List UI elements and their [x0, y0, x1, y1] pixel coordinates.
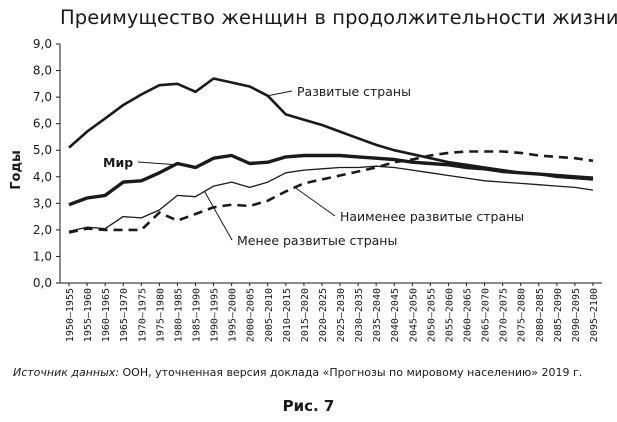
y-tick-label: 9,0	[33, 37, 52, 51]
chart-title: Преимущество женщин в продолжительности …	[60, 6, 617, 29]
series-label-leader	[137, 161, 187, 166]
x-tick-label: 2020–2025	[318, 288, 329, 342]
series-label-leader	[267, 90, 293, 97]
source-note: Источник данных: ООН, уточненная версия …	[13, 366, 582, 379]
y-tick-label: 3,0	[33, 196, 52, 210]
figure-caption: Рис. 7	[282, 397, 335, 415]
x-tick-label: 1995–2000	[228, 288, 239, 342]
y-tick-labels: 0,0 1,0 2,0 3,0 4,0 5,0 6,0 7,0 8,0 9,0	[33, 37, 60, 290]
x-tick-label: 1970–1975	[137, 288, 148, 342]
x-tick-label: 2060–2065	[463, 288, 474, 342]
x-tick-label: 2050–2055	[426, 288, 437, 342]
series-label-leader	[204, 191, 233, 241]
x-tick-label: 2040–2045	[390, 288, 401, 342]
series-line-3	[68, 165, 594, 232]
x-tick-label: 2000–2005	[246, 288, 257, 342]
series-label: Мир	[103, 155, 133, 170]
x-tick-label: 1965–1970	[119, 288, 130, 342]
series-line-2	[68, 150, 594, 234]
x-tick-label: 1955–1960	[83, 288, 94, 342]
y-tick-label: 8,0	[33, 64, 52, 78]
y-tick-label: 1,0	[33, 249, 52, 263]
y-tick-label: 5,0	[33, 143, 52, 157]
x-tick-label: 2080–2085	[535, 288, 546, 342]
x-tick-label: 2045–2050	[408, 288, 419, 342]
y-tick-label: 0,0	[33, 276, 52, 290]
source-text: ООН, уточненная версия доклада «Прогнозы…	[119, 366, 583, 379]
series-label: Развитые страны	[297, 84, 411, 99]
x-tick-label: 1975–1980	[155, 288, 166, 342]
x-tick-label: 1980–1985	[173, 288, 184, 342]
x-tick-label: 2095–2100	[589, 288, 600, 342]
x-tick-label: 1950–1955	[65, 288, 76, 342]
source-label: Источник данных:	[13, 366, 120, 379]
x-tick-label: 1990–1995	[210, 288, 221, 342]
series-label: Наименее развитые страны	[340, 209, 524, 224]
x-tick-label: 2035–2040	[372, 288, 383, 342]
x-tick-label: 2055–2060	[444, 288, 455, 342]
x-tick-label: 2065–2070	[481, 288, 492, 342]
x-tick-label: 2030–2035	[354, 288, 365, 342]
y-tick-label: 6,0	[33, 117, 52, 131]
series-lines	[68, 77, 594, 234]
x-tick-labels: 1950–1955 1955–1960 1960–1965 1965–1970 1970…	[65, 283, 600, 342]
y-tick-label: 7,0	[33, 90, 52, 104]
y-tick-label: 4,0	[33, 170, 52, 184]
x-tick-label: 2005–2010	[264, 288, 275, 342]
x-tick-label: 2010–2015	[282, 288, 293, 342]
x-tick-label: 2025–2030	[336, 288, 347, 342]
series-line-1	[68, 153, 594, 207]
y-axis-label: Годы	[9, 150, 24, 189]
x-tick-label: 1985–1990	[192, 288, 203, 342]
x-tick-label: 2090–2095	[571, 288, 582, 342]
series-label: Менее развитые страны	[237, 233, 397, 248]
y-tick-label: 2,0	[33, 223, 52, 237]
x-tick-label: 2085–2090	[553, 288, 564, 342]
x-tick-label: 1960–1965	[101, 288, 112, 342]
x-tick-label: 2075–2080	[517, 288, 528, 342]
series-labels: Развитые страны Мир Наименее развитые стра…	[103, 84, 524, 248]
series-label-leader	[294, 186, 336, 217]
x-tick-label: 2070–2075	[499, 288, 510, 342]
x-tick-label: 2015–2020	[300, 288, 311, 342]
